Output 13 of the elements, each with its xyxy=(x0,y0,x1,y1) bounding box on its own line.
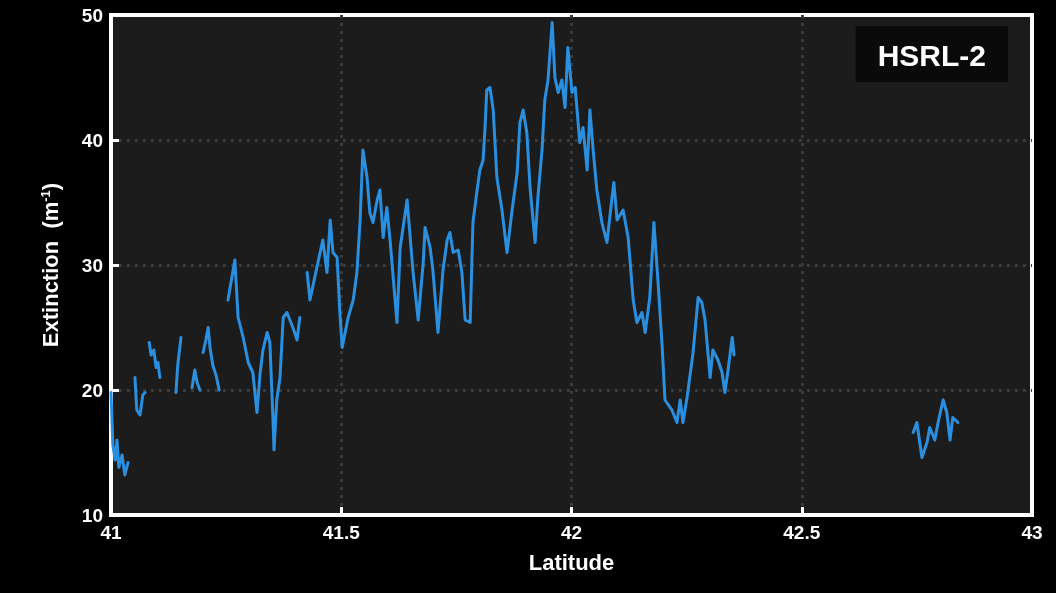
x-tick-label: 41.5 xyxy=(322,522,361,543)
x-tick-label: 43 xyxy=(1021,522,1043,543)
y-axis-title: Extinction (m-1) xyxy=(37,182,63,348)
y-tick-label: 20 xyxy=(81,379,103,401)
x-tick-label: 41 xyxy=(100,522,122,543)
annotation: HSRL-2 xyxy=(877,38,986,72)
x-tick-label: 42.5 xyxy=(783,522,821,543)
y-tick-label: 50 xyxy=(81,4,103,26)
y-tick-label: 10 xyxy=(81,504,103,526)
y-tick-label: 30 xyxy=(81,254,103,276)
x-axis-title: Latitude xyxy=(528,549,615,575)
x-tick-label: 42 xyxy=(560,522,583,543)
y-tick-label: 40 xyxy=(81,129,103,151)
